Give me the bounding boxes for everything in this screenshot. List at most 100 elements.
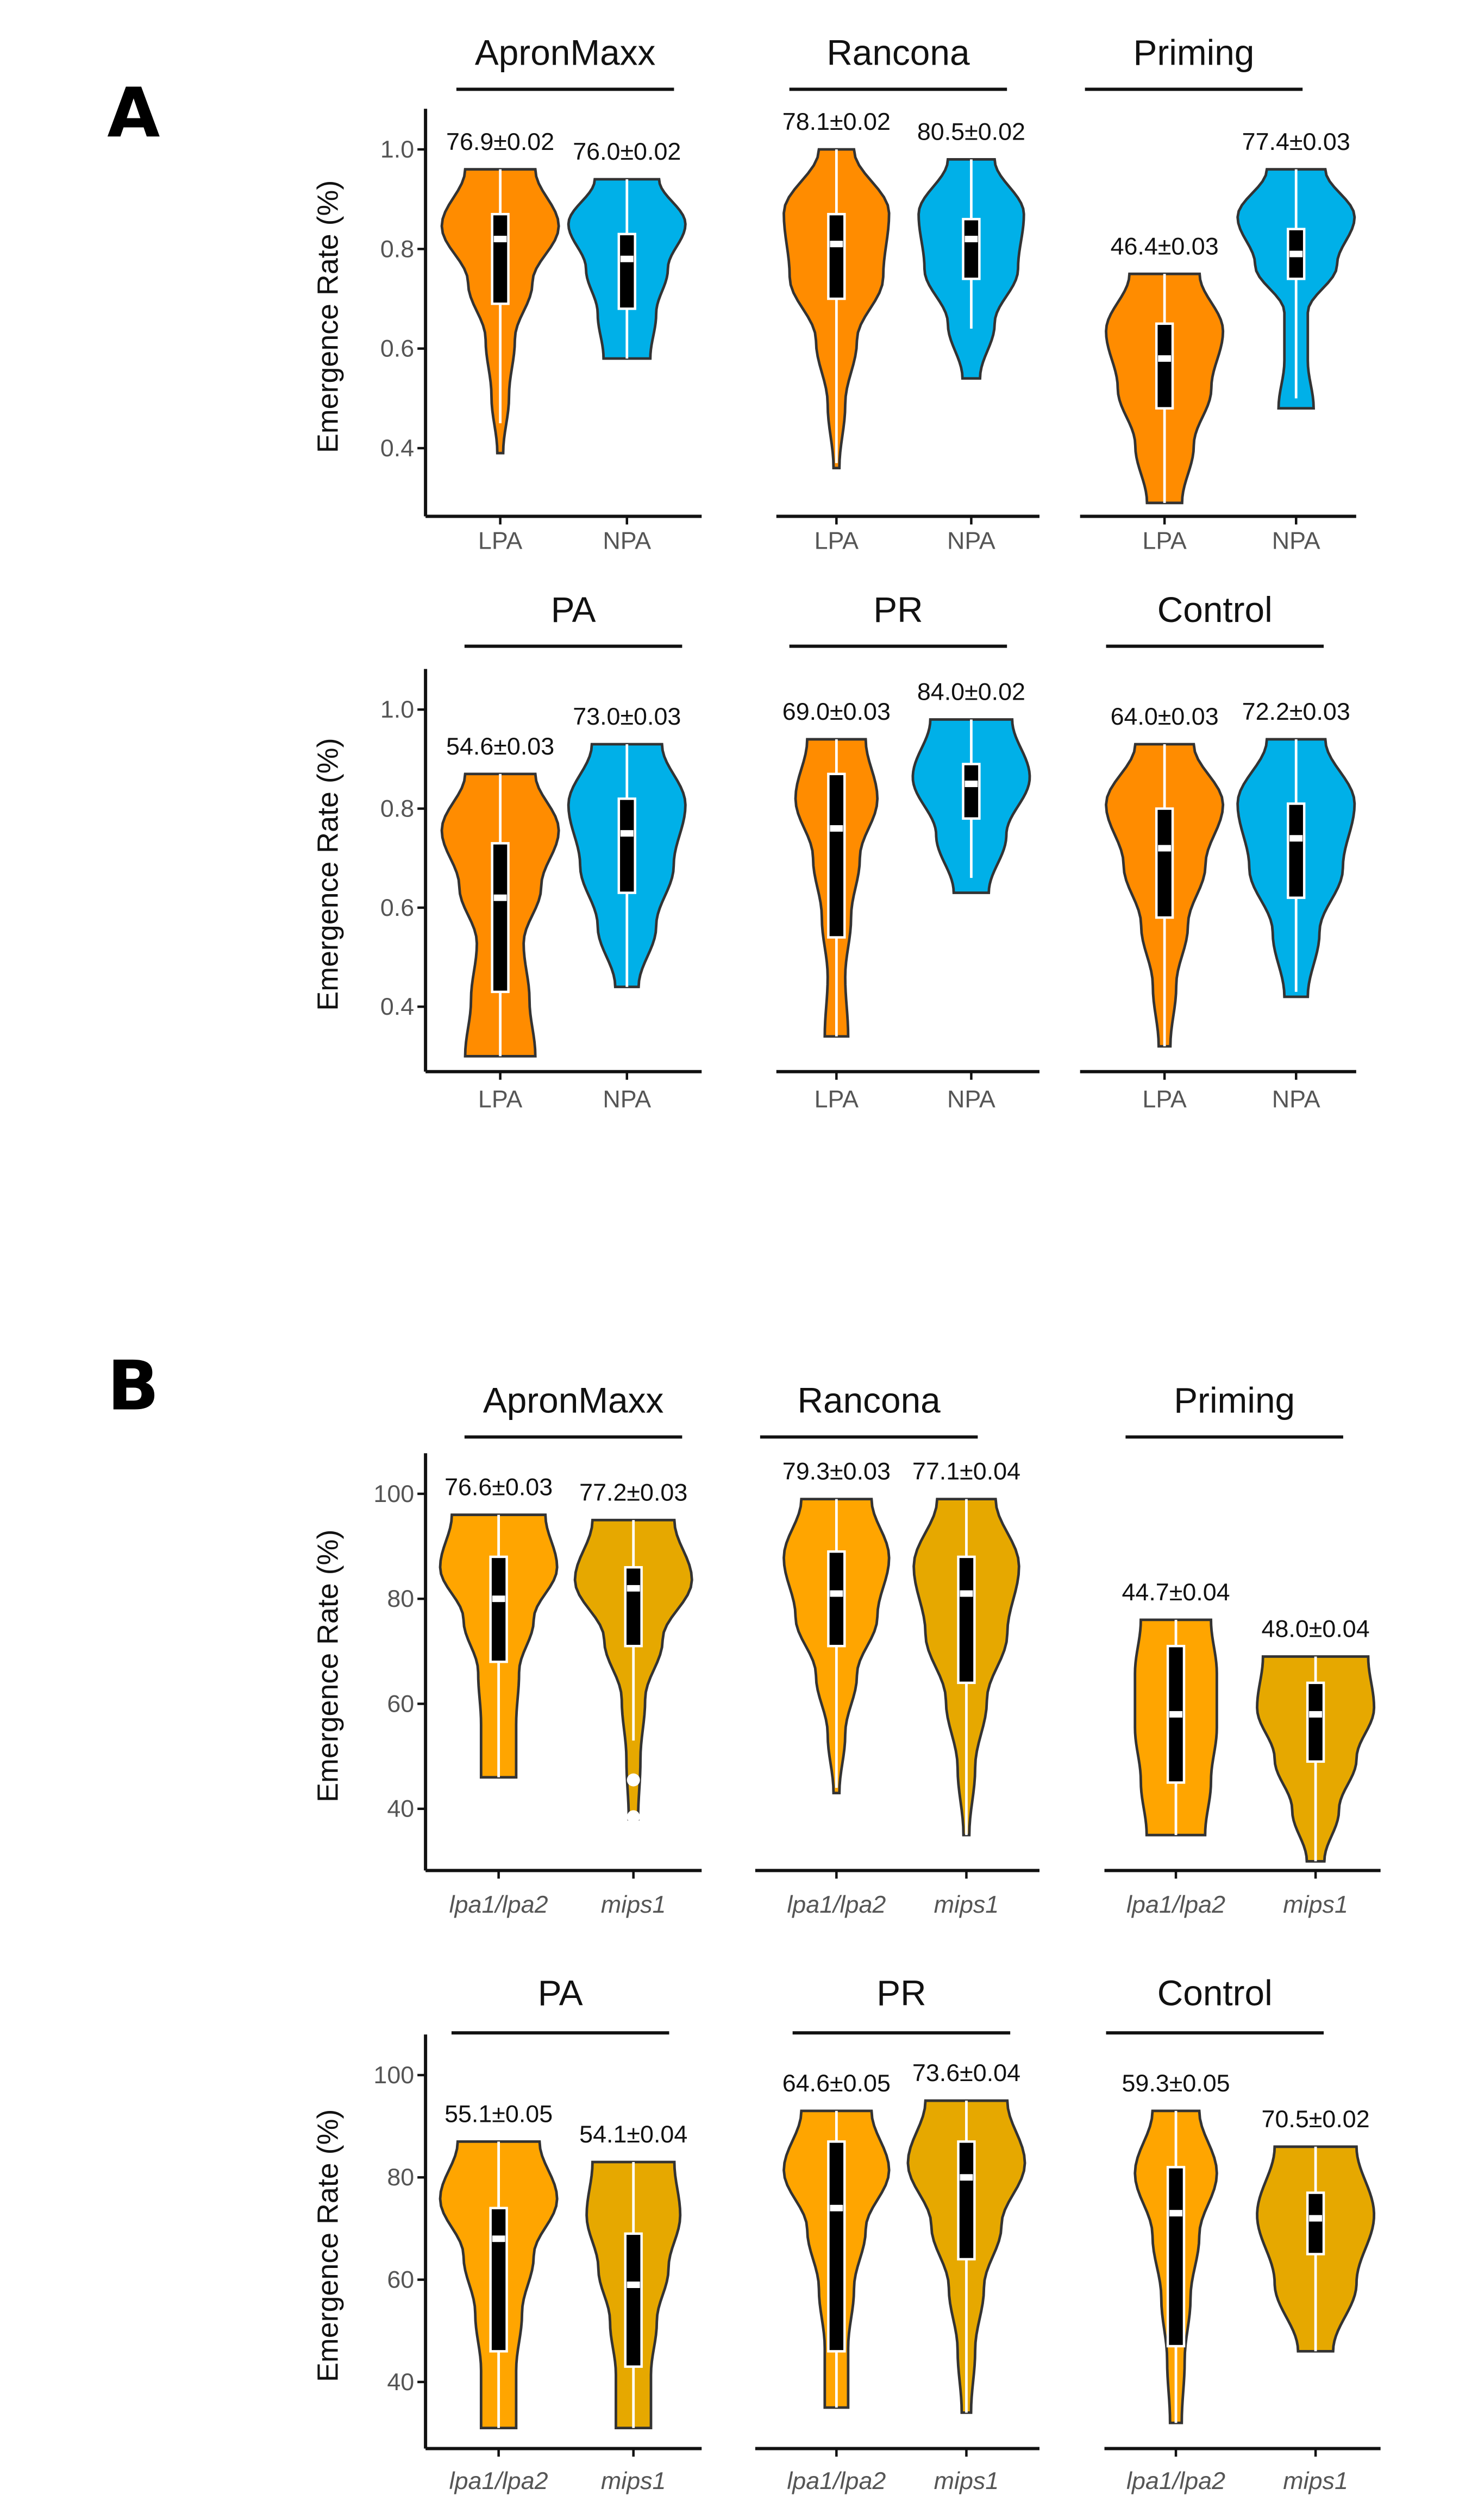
subplot-title: Priming [1133,33,1254,73]
x-tick-label: NPA [947,1085,995,1113]
subplot-b-priming: Priming 44.7±0.04 lpa1/lpa2 48.0±0.04 mips1 [1104,1380,1381,1918]
y-axis-label: Emergence Rate (%) [312,1530,345,1802]
x-tick-label: lpa1/lpa2 [449,1890,548,1918]
median-mark [1169,1711,1182,1718]
box-iqr [491,212,510,305]
x-tick-label: LPA [1142,1085,1187,1113]
subplot-title: Rancona [798,1380,941,1420]
box-iqr [1287,802,1306,899]
median-mark [1158,355,1172,362]
y-tick-label: 0.4 [380,434,414,462]
box-iqr [957,2140,976,2261]
value-annotation: 44.7±0.04 [1122,1578,1230,1606]
value-annotation: 70.5±0.02 [1262,2105,1370,2133]
subplot-a-rancona: Rancona 78.1±0.02 LPA 80.5±0.02 NPA [776,33,1039,554]
y-tick-label: 80 [387,1585,414,1612]
value-annotation: 64.6±0.05 [782,2069,891,2097]
y-tick-label: 0.6 [380,335,414,362]
value-annotation: 77.4±0.03 [1242,128,1350,155]
x-tick-label: LPA [1142,526,1187,554]
x-tick-label: lpa1/lpa2 [449,2467,548,2494]
subplot-title: PR [876,1972,926,2013]
y-tick-label: 100 [373,2061,414,2089]
subplot-b-pa: PA 100 80 60 40 Emergence Rate (%) 55.1±0.05 lp… [312,1972,702,2494]
subplot-title: Control [1157,589,1273,630]
median-mark [620,830,634,837]
x-tick-label: lpa1/lpa2 [787,1890,886,1918]
x-tick-label: mips1 [934,2467,999,2494]
subplot-a-control: Control 64.0±0.03 LPA 72.2±0.03 NPA [1080,589,1356,1113]
value-annotation: 73.6±0.04 [912,2059,1020,2087]
subplot-b-pr: PR 64.6±0.05 lpa1/lpa2 73.6±0.04 mips1 [755,1972,1039,2494]
subplot-title: Control [1157,1972,1273,2013]
value-annotation: 73.0±0.03 [573,702,681,730]
y-tick-label: 60 [387,1689,414,1717]
median-mark [1158,845,1172,852]
box-iqr [827,212,846,300]
subplot-a-pa: PA 1.0 0.8 0.6 0.4 Emergence Rate (%) 54.6±0.0… [312,589,702,1113]
y-tick-label: 0.6 [380,894,414,921]
value-annotation: 77.2±0.03 [579,1478,687,1506]
y-tick-label: 40 [387,2368,414,2396]
value-annotation: 46.4±0.03 [1111,232,1219,260]
x-tick-label: NPA [947,526,995,554]
median-mark [493,894,507,901]
x-tick-label: LPA [478,1085,523,1113]
x-tick-label: mips1 [601,2467,666,2494]
box-iqr [962,763,981,820]
y-axis-label: Emergence Rate (%) [312,180,345,453]
subplot-b-control: Control 59.3±0.05 lpa1/lpa2 70.5±0.02 mips1 [1104,1972,1381,2494]
box-iqr [957,1555,976,1685]
subplot-title: PA [538,1972,583,2013]
median-mark [627,1585,640,1592]
x-tick-label: lpa1/lpa2 [787,2467,886,2494]
median-mark [492,1595,505,1603]
value-annotation: 79.3±0.03 [782,1457,891,1485]
subplot-b-apronmaxx: ApronMaxx 100 80 60 40 Emergence Rate (%) 76.6… [312,1380,702,1918]
box-iqr [1306,2191,1325,2255]
panel-letter-a: A [107,73,160,153]
median-mark [830,241,843,248]
subplot-b-rancona: Rancona 79.3±0.03 lpa1/lpa2 77.1±0.04 mips1 [755,1380,1039,1918]
box-iqr [624,2232,643,2368]
y-tick-label: 100 [373,1480,414,1507]
y-tick-label: 1.0 [380,135,414,163]
subplots: ApronMaxx 1.0 0.8 0.6 0.4 Emergence Rate (%) 7… [312,33,1381,2494]
x-tick-label: LPA [478,526,523,554]
box-iqr [489,2207,508,2353]
x-tick-label: mips1 [934,1890,999,1918]
median-mark [1309,1711,1323,1718]
box-iqr [489,1555,508,1663]
value-annotation: 76.6±0.03 [444,1473,553,1501]
x-tick-label: LPA [815,526,859,554]
subplot-title: Rancona [826,33,970,73]
median-mark [493,236,507,242]
value-annotation: 76.9±0.02 [446,128,554,155]
box-iqr [827,2140,846,2353]
value-annotation: 64.0±0.03 [1111,702,1219,730]
y-tick-label: 40 [387,1795,414,1823]
panel-letter-b: B [107,1346,159,1425]
outlier-point [627,1810,640,1824]
subplot-title: PA [551,589,596,630]
value-annotation: 76.0±0.02 [573,137,681,165]
box-iqr [827,772,846,939]
x-tick-label: lpa1/lpa2 [1126,1890,1225,1918]
subplot-title: ApronMaxx [483,1380,664,1420]
value-annotation: 54.6±0.03 [446,732,554,760]
subplot-a-priming: Priming 46.4±0.03 LPA 77.4±0.03 NPA [1080,33,1356,554]
median-mark [965,780,978,787]
y-axis-label: Emergence Rate (%) [312,738,345,1010]
y-tick-label: 0.8 [380,235,414,262]
median-mark [1289,250,1303,257]
x-tick-label: NPA [1272,1085,1320,1113]
box-iqr [491,842,510,994]
median-mark [830,1590,843,1597]
median-mark [1289,835,1303,842]
value-annotation: 77.1±0.04 [912,1457,1020,1485]
subplot-title: Priming [1174,1380,1295,1420]
box-iqr [617,232,636,310]
x-tick-label: lpa1/lpa2 [1126,2467,1225,2494]
median-mark [965,236,978,242]
